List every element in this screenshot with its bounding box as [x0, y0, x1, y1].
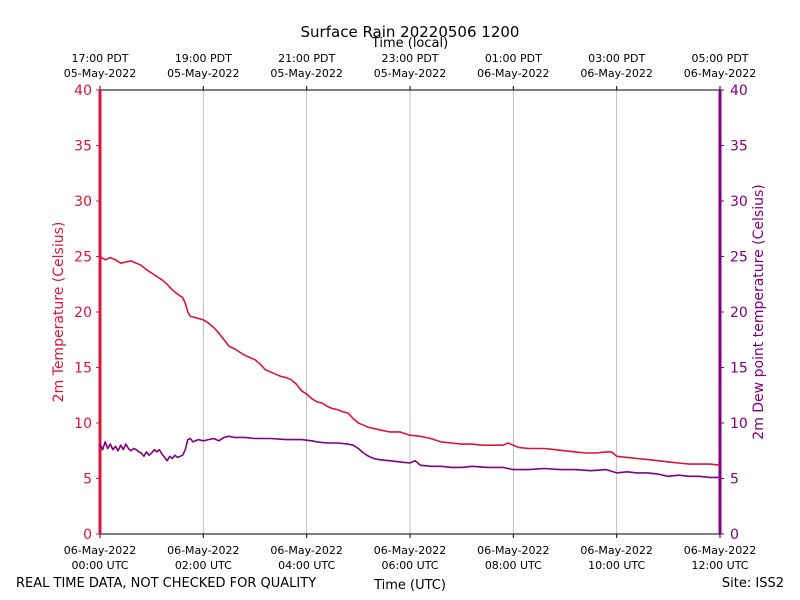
left-axis-label: 2m Temperature (Celsius) [51, 222, 67, 403]
left-tick-label-3: 15 [74, 361, 92, 377]
x-tick-label-6: 06-May-2022 12:00 UTC [684, 544, 756, 572]
top-tick-label-2: 21:00 PDT 05-May-2022 [270, 52, 342, 80]
dewpoint-line [99, 435, 720, 479]
left-tick-label-2: 10 [74, 416, 92, 432]
left-tick-label-7: 35 [74, 139, 92, 155]
top-tick-label-4: 01:00 PDT 06-May-2022 [477, 52, 549, 80]
left-tick-label-8: 40 [74, 83, 92, 99]
right-tick-label-6: 30 [730, 194, 748, 210]
top-axis-label: Time (local) [371, 36, 448, 51]
right-tick-label-7: 35 [730, 139, 748, 155]
x-tick-label-3: 06-May-2022 06:00 UTC [374, 544, 446, 572]
axis-ticks: 06-May-2022 00:00 UTC 06-May-2022 02:00 UTC… [64, 52, 756, 572]
left-tick-label-1: 5 [83, 472, 92, 488]
footer-site: Site: ISS2 [721, 576, 784, 591]
top-tick-label-6: 05:00 PDT 06-May-2022 [684, 52, 756, 80]
x-tick-label-2: 06-May-2022 04:00 UTC [270, 544, 342, 572]
right-tick-label-1: 5 [730, 472, 739, 488]
left-tick-label-0: 0 [83, 527, 92, 543]
right-axis-label: 2m Dew point temperature (Celsius) [751, 184, 767, 439]
bottom-axis-label: Time (UTC) [373, 578, 446, 593]
left-tick-label-6: 30 [74, 194, 92, 210]
right-tick-label-8: 40 [730, 83, 748, 99]
footer-disclaimer: REAL TIME DATA, NOT CHECKED FOR QUALITY [16, 576, 317, 591]
right-tick-label-0: 0 [730, 527, 739, 543]
right-tick-label-2: 10 [730, 416, 748, 432]
top-tick-label-1: 19:00 PDT 05-May-2022 [167, 52, 239, 80]
top-tick-label-0: 17:00 PDT 05-May-2022 [64, 52, 136, 80]
x-tick-label-4: 06-May-2022 08:00 UTC [477, 544, 549, 572]
x-tick-label-5: 06-May-2022 10:00 UTC [580, 544, 652, 572]
series-lines [99, 255, 721, 479]
top-tick-label-5: 03:00 PDT 06-May-2022 [580, 52, 652, 80]
right-tick-label-5: 25 [730, 250, 748, 266]
top-tick-label-3: 23:00 PDT 05-May-2022 [374, 52, 446, 80]
chart-title: Surface Rain 20220506 1200 [301, 23, 520, 41]
grid-lines [202, 90, 618, 534]
x-tick-label-0: 06-May-2022 00:00 UTC [64, 544, 136, 572]
right-tick-label-3: 15 [730, 361, 748, 377]
right-tick-label-4: 20 [730, 305, 748, 321]
left-tick-label-4: 20 [74, 305, 92, 321]
x-tick-label-1: 06-May-2022 02:00 UTC [167, 544, 239, 572]
temperature-line [99, 255, 721, 466]
left-tick-label-5: 25 [74, 250, 92, 266]
